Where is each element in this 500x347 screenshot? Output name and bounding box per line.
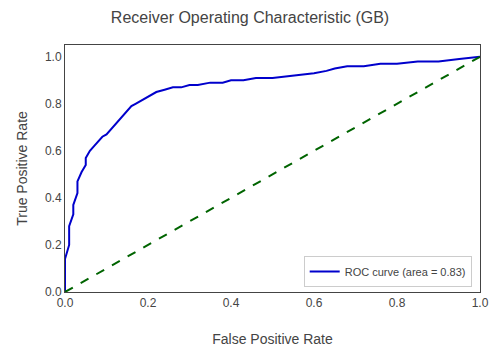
svg-text:0.6: 0.6 bbox=[45, 144, 62, 158]
svg-text:0.2: 0.2 bbox=[45, 238, 62, 252]
svg-text:0.4: 0.4 bbox=[45, 191, 62, 205]
svg-text:False Positive Rate: False Positive Rate bbox=[212, 331, 333, 347]
svg-text:0.8: 0.8 bbox=[389, 296, 406, 310]
svg-text:0.6: 0.6 bbox=[306, 296, 323, 310]
svg-text:0.4: 0.4 bbox=[223, 296, 240, 310]
svg-text:ROC curve (area = 0.83): ROC curve (area = 0.83) bbox=[345, 266, 466, 278]
svg-text:0.0: 0.0 bbox=[57, 296, 74, 310]
svg-text:0.8: 0.8 bbox=[45, 97, 62, 111]
svg-text:1.0: 1.0 bbox=[472, 296, 489, 310]
svg-text:Receiver Operating Characteris: Receiver Operating Characteristic (GB) bbox=[111, 9, 389, 26]
svg-text:0.2: 0.2 bbox=[140, 296, 157, 310]
svg-text:0.0: 0.0 bbox=[45, 285, 62, 299]
svg-text:1.0: 1.0 bbox=[45, 50, 62, 64]
svg-text:True Positive Rate: True Positive Rate bbox=[14, 111, 30, 226]
